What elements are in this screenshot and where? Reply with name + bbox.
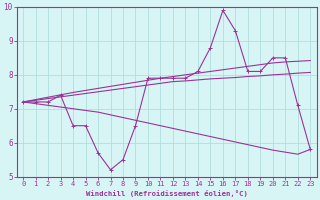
X-axis label: Windchill (Refroidissement éolien,°C): Windchill (Refroidissement éolien,°C) — [86, 190, 248, 197]
